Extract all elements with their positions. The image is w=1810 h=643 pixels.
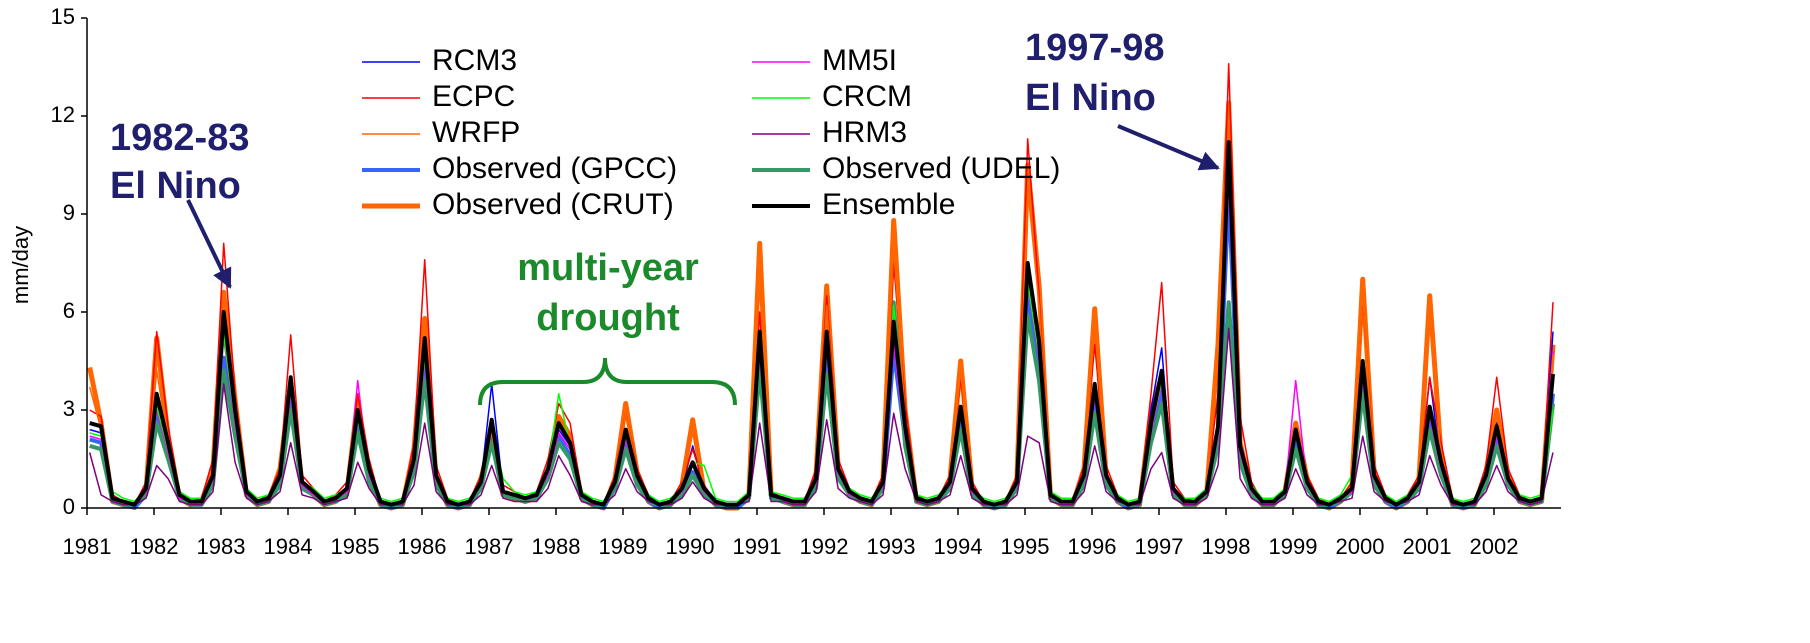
x-tick-label: 1997 <box>1135 534 1184 559</box>
x-tick-label: 1983 <box>197 534 246 559</box>
x-tick-label: 1982 <box>130 534 179 559</box>
legend-label: Observed (GPCC) <box>432 152 677 185</box>
annotation: El Nino <box>1025 77 1156 119</box>
x-tick-label: 1990 <box>666 534 715 559</box>
series-line <box>89 140 1555 507</box>
x-tick-label: 1981 <box>63 534 112 559</box>
x-tick-label: 2001 <box>1403 534 1452 559</box>
legend-label: Observed (UDEL) <box>822 152 1060 185</box>
legend-label: WRFP <box>432 116 520 149</box>
y-tick-label: 3 <box>63 396 75 421</box>
x-tick-label: 1999 <box>1269 534 1318 559</box>
annotation: drought <box>536 297 680 339</box>
drought-brace <box>478 357 737 406</box>
legend-label: Ensemble <box>822 188 955 221</box>
annotation: 1997-98 <box>1025 27 1164 69</box>
annotation: 1982-83 <box>110 117 249 159</box>
x-tick-label: 2000 <box>1336 534 1385 559</box>
x-tick-label: 1993 <box>867 534 916 559</box>
x-tick-label: 1996 <box>1068 534 1117 559</box>
annotation: multi-year <box>517 247 699 289</box>
legend-label: RCM3 <box>432 44 517 77</box>
y-tick-label: 9 <box>63 200 75 225</box>
y-tick-label: 15 <box>51 4 75 29</box>
x-tick-label: 1984 <box>264 534 313 559</box>
annotation-arrow <box>186 199 232 289</box>
legend-label: MM5I <box>822 44 897 77</box>
x-tick-label: 1988 <box>532 534 581 559</box>
x-tick-label: 1985 <box>331 534 380 559</box>
y-tick-label: 0 <box>63 494 75 519</box>
x-tick-label: 1986 <box>398 534 447 559</box>
x-tick-label: 1995 <box>1001 534 1050 559</box>
x-tick-label: 2002 <box>1470 534 1519 559</box>
plot-area <box>87 62 1556 511</box>
legend-label: HRM3 <box>822 116 907 149</box>
annotation: El Nino <box>110 165 241 207</box>
y-axis-label: mm/day <box>8 226 33 304</box>
legend-label: Observed (CRUT) <box>432 188 674 221</box>
x-tick-label: 1987 <box>465 534 514 559</box>
y-tick-label: 6 <box>63 298 75 323</box>
y-tick-label: 12 <box>51 102 75 127</box>
legend-label: ECPC <box>432 80 515 113</box>
x-tick-label: 1989 <box>599 534 648 559</box>
x-tick-label: 1992 <box>800 534 849 559</box>
legend-label: CRCM <box>822 80 912 113</box>
x-tick-label: 1994 <box>934 534 983 559</box>
annotation-arrow <box>1117 124 1220 171</box>
x-tick-label: 1991 <box>733 534 782 559</box>
x-tick-label: 1998 <box>1202 534 1251 559</box>
series-line <box>88 327 1554 506</box>
